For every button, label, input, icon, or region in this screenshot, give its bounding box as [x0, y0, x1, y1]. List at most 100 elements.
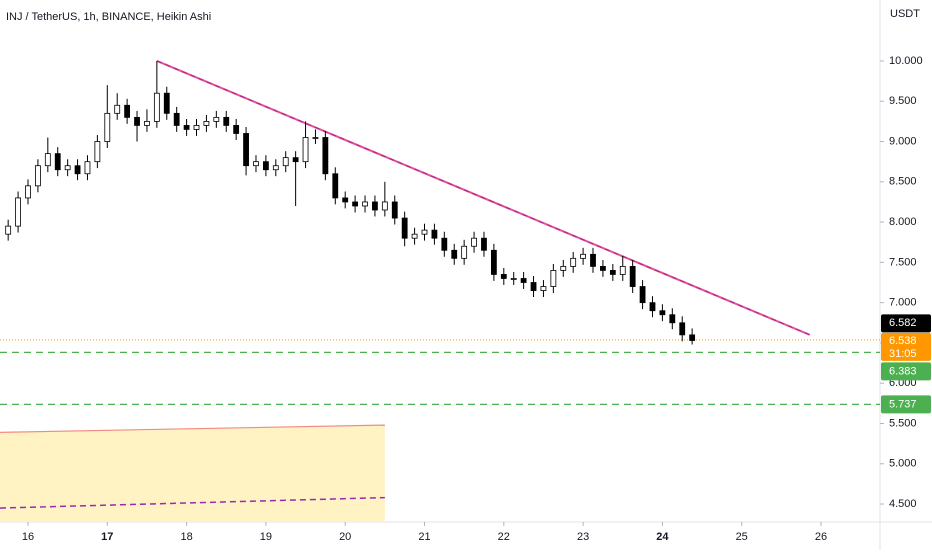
zone-dashed-line — [0, 496, 385, 509]
last-price-label: 6.582 — [889, 317, 917, 329]
candle-body — [689, 334, 696, 341]
candle-body — [223, 116, 230, 126]
current-price-box — [881, 332, 931, 361]
candle-body — [362, 201, 368, 207]
candle-body — [629, 265, 636, 287]
candle-body — [421, 229, 428, 235]
y-tick-label: 9.000 — [889, 135, 917, 147]
candle-body — [272, 165, 279, 171]
candle-body — [520, 278, 527, 283]
candle-body — [5, 225, 12, 235]
candle-body — [401, 217, 408, 239]
candle-body — [490, 249, 497, 275]
candle-body — [163, 92, 170, 114]
candle-body — [282, 157, 289, 167]
y-unit: USDT — [890, 8, 920, 20]
candle-body — [500, 274, 507, 279]
current-price-label: 6.538 — [889, 335, 917, 347]
x-tick-label: 19 — [260, 531, 272, 543]
zone-box — [0, 425, 385, 522]
candle-body — [391, 201, 398, 219]
candle-body — [15, 197, 21, 227]
candle-body — [411, 233, 418, 239]
candle-body — [550, 270, 557, 287]
candle-body — [134, 116, 140, 126]
y-tick-label: 4.500 — [889, 498, 917, 510]
candle-body — [262, 161, 269, 171]
x-tick-label: 26 — [815, 531, 827, 543]
candle-body — [322, 137, 329, 175]
candle-body — [441, 237, 448, 251]
candle-body — [203, 120, 210, 126]
candle-body — [609, 270, 616, 275]
candle-body — [84, 161, 91, 175]
candle-body — [332, 173, 339, 199]
candle-body — [94, 141, 101, 163]
candle-body — [600, 265, 606, 271]
candle-body — [431, 229, 438, 239]
candle-body — [64, 165, 71, 171]
candle-body — [580, 253, 586, 259]
candle-body — [530, 282, 537, 291]
candle-body — [312, 137, 319, 139]
candle-body — [649, 302, 656, 312]
candle-body — [253, 161, 259, 167]
candle-body — [560, 265, 567, 271]
candle-body — [213, 116, 220, 122]
candle-body — [481, 237, 487, 251]
x-tick-label: 24 — [656, 531, 669, 543]
candle-body — [183, 125, 190, 130]
candle-body — [342, 197, 349, 203]
candle-body — [74, 165, 81, 175]
candle-body — [461, 245, 468, 259]
x-tick-label: 23 — [577, 531, 589, 543]
candle-body — [590, 253, 596, 267]
y-tick-label: 7.000 — [889, 297, 917, 309]
support-price-box — [881, 362, 931, 381]
candle-body — [153, 92, 160, 122]
candle-body — [173, 112, 180, 126]
candle-body — [44, 153, 51, 167]
x-tick-label: 25 — [736, 531, 748, 543]
trendline-dash — [156, 60, 811, 336]
candle-body — [372, 201, 378, 211]
candle-body — [292, 157, 299, 163]
candle-body — [510, 278, 517, 280]
y-tick-label: 5.500 — [889, 417, 917, 429]
candle-body — [144, 120, 150, 126]
candle-body — [381, 201, 388, 211]
candle-body — [114, 104, 121, 114]
candle-body — [471, 237, 477, 247]
candle-body — [540, 286, 547, 291]
candle-body — [451, 249, 458, 259]
candle-body — [302, 137, 309, 163]
candle-body — [233, 125, 240, 134]
candle-body — [104, 112, 111, 142]
x-tick-label: 18 — [180, 531, 192, 543]
y-tick-label: 9.500 — [889, 95, 917, 107]
countdown-label: 31:05 — [889, 348, 917, 360]
candle-body — [352, 201, 359, 207]
candle-body — [243, 133, 249, 167]
x-tick-label: 17 — [101, 531, 113, 543]
y-tick-label: 8.500 — [889, 176, 917, 188]
candle-body — [570, 257, 577, 267]
candle-body — [35, 165, 41, 187]
candle-body — [659, 310, 666, 316]
y-tick-label: 5.000 — [889, 458, 917, 470]
support-price-label: 5.737 — [889, 398, 917, 410]
candle-body — [124, 104, 131, 118]
candle-body — [669, 314, 676, 324]
support-price-label: 6.383 — [889, 365, 917, 377]
candle-body — [25, 185, 31, 199]
plot-layer — [0, 60, 880, 522]
candle-body — [679, 322, 686, 336]
y-tick-label: 10.000 — [889, 55, 923, 67]
zone-top-line — [0, 424, 385, 433]
x-tick-label: 21 — [418, 531, 430, 543]
candle-body — [193, 125, 200, 130]
candle-body — [54, 153, 61, 171]
x-tick-label: 20 — [339, 531, 351, 543]
